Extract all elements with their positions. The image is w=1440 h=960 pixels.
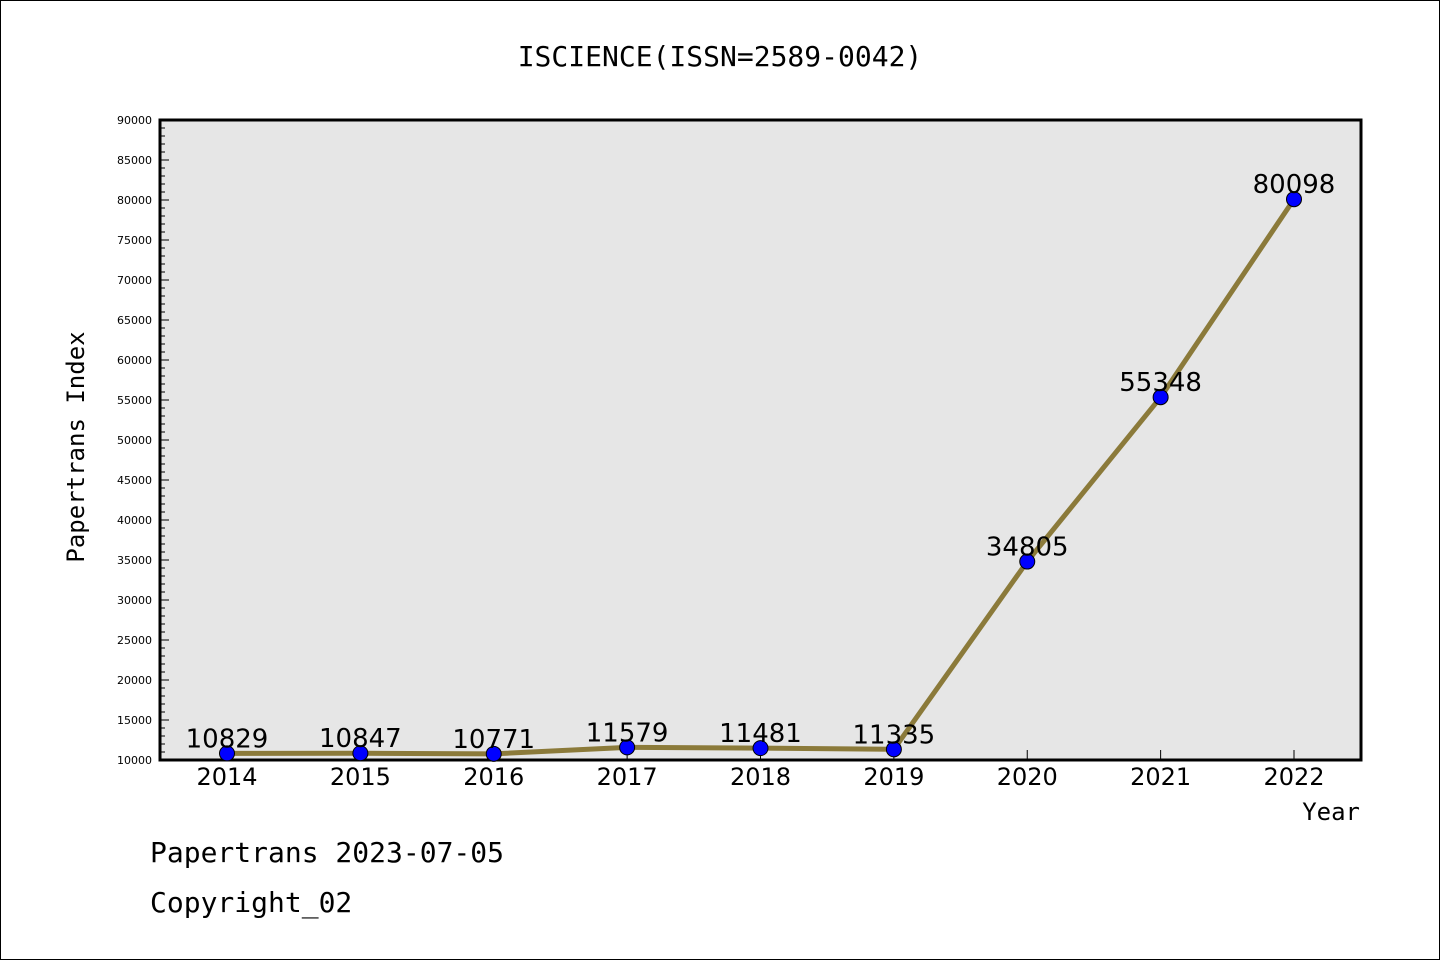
data-label: 55348 bbox=[1119, 368, 1202, 398]
y-tick-label: 15000 bbox=[117, 714, 152, 727]
data-label: 10847 bbox=[319, 724, 402, 754]
data-point bbox=[1286, 191, 1302, 208]
y-tick-label: 85000 bbox=[117, 154, 152, 167]
y-tick-label: 70000 bbox=[117, 274, 152, 287]
data-point bbox=[1019, 553, 1036, 570]
data-point bbox=[485, 745, 502, 762]
y-tick-label: 80000 bbox=[117, 194, 152, 207]
data-label: 10829 bbox=[186, 724, 269, 754]
x-axis: 2014 2015 2016 2017 2018 2019 2020 2021 2022 bbox=[196, 750, 1325, 791]
data-label: 80098 bbox=[1253, 170, 1336, 200]
x-axis-label: Year bbox=[1302, 798, 1360, 826]
y-axis-label: Papertrans Index bbox=[62, 331, 90, 562]
data-label: 10771 bbox=[452, 725, 535, 755]
data-label: 34805 bbox=[986, 533, 1069, 563]
y-tick-label: 40000 bbox=[117, 514, 152, 527]
y-tick-label: 25000 bbox=[117, 634, 152, 647]
x-tick-label: 2017 bbox=[597, 763, 658, 791]
y-tick-label: 35000 bbox=[117, 554, 152, 567]
y-tick-label: 90000 bbox=[117, 114, 152, 127]
y-tick-label: 55000 bbox=[117, 394, 152, 407]
x-tick-label: 2015 bbox=[330, 763, 391, 791]
y-tick-label: 20000 bbox=[117, 674, 152, 687]
data-point bbox=[219, 745, 235, 762]
data-label: 11481 bbox=[719, 719, 802, 749]
data-point bbox=[619, 739, 636, 756]
series-layer: 10829 10847 10771 11579 11481 11335 34805 55348… bbox=[186, 170, 1336, 762]
y-tick-label: 10000 bbox=[117, 754, 152, 767]
plot-area bbox=[158, 118, 1363, 762]
x-tick-label: 2016 bbox=[463, 763, 524, 791]
x-tick-label: 2018 bbox=[730, 763, 791, 791]
data-point bbox=[752, 740, 769, 757]
data-point bbox=[1152, 389, 1169, 406]
y-tick-label: 60000 bbox=[117, 354, 152, 367]
footer-copyright: Copyright_02 bbox=[150, 886, 353, 919]
y-axis: 10000 15000 20000 25000 30000 35000 40000 45000… bbox=[117, 114, 169, 767]
x-tick-label: 2021 bbox=[1130, 763, 1191, 791]
footer-date: Papertrans 2023-07-05 bbox=[150, 836, 505, 869]
y-tick-label: 65000 bbox=[117, 314, 152, 327]
x-tick-label: 2020 bbox=[997, 763, 1058, 791]
chart-title: ISCIENCE(ISSN=2589-0042) bbox=[518, 40, 923, 73]
x-tick-label: 2014 bbox=[196, 763, 257, 791]
y-tick-label: 45000 bbox=[117, 474, 152, 487]
x-tick-label: 2022 bbox=[1263, 763, 1324, 791]
data-label: 11579 bbox=[586, 718, 669, 748]
x-tick-label: 2019 bbox=[863, 763, 924, 791]
data-label: 11335 bbox=[853, 720, 936, 750]
y-tick-label: 30000 bbox=[117, 594, 152, 607]
data-point bbox=[352, 745, 369, 762]
y-tick-label: 50000 bbox=[117, 434, 152, 447]
data-point bbox=[885, 741, 902, 758]
y-tick-label: 75000 bbox=[117, 234, 152, 247]
